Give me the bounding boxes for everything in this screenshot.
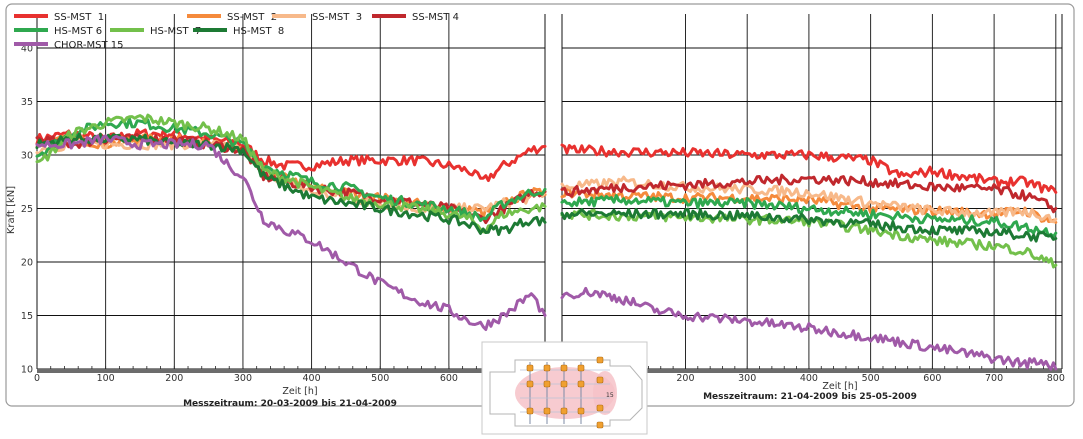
right-caption: Messzeitraum: 21-04-2009 bis 25-05-2009 (703, 392, 917, 402)
x-tick-label: 0 (34, 373, 40, 384)
legend-label: HS-MST 7 (150, 26, 201, 37)
legend-item: SS-MST 3 (272, 12, 362, 23)
y-tick-label: 35 (21, 97, 33, 108)
x-tick-label: 200 (165, 373, 183, 384)
series-line-chor-mst-15-panel-1 (35, 134, 547, 331)
legend-item: SS-MST 4 (372, 12, 459, 23)
series-line-ss-mst-4-panel-2 (560, 173, 1058, 214)
x-tick-label: 700 (985, 373, 1003, 384)
legend: SS-MST 1 SS-MST 2 SS-MST 3 SS-MST 4 HS-MST 6… (14, 12, 459, 51)
floorplan-sensor-marker (543, 364, 551, 372)
floorplan-sensor-marker (577, 407, 585, 415)
x-tick-label: 100 (97, 373, 115, 384)
x-tick-label: 500 (371, 373, 389, 384)
y-tick-label: 25 (21, 204, 33, 215)
legend-item: CHOR-MST 15 (14, 40, 124, 51)
legend-label: HS-MST 8 (233, 26, 284, 37)
x-tick-label: 400 (303, 373, 321, 384)
legend-item: HS-MST 8 (193, 26, 284, 37)
y-tick-label: 10 (21, 365, 33, 376)
y-tick-label: 20 (21, 258, 33, 269)
legend-label: CHOR-MST 15 (54, 40, 124, 51)
series-line-hs-mst-6-panel-1 (35, 117, 547, 222)
floorplan-sensor-marker (577, 380, 585, 388)
legend-label: SS-MST 2 (227, 12, 277, 23)
left-caption: Messzeitraum: 20-03-2009 bis 21-04-2009 (183, 399, 397, 409)
series-line-chor-mst-15-panel-2 (560, 286, 1058, 371)
x-tick-label: 800 (1047, 373, 1065, 384)
legend-item: HS-MST 6 (14, 26, 102, 37)
floorplan-sensor-marker (596, 356, 604, 364)
x-tick-label: 400 (800, 373, 818, 384)
series-line-hs-mst-6-panel-2 (560, 194, 1058, 239)
floorplan-inset: 15 (481, 341, 648, 435)
series-line-ss-mst-3-panel-2 (560, 175, 1058, 224)
x-axis-bar (562, 369, 1062, 373)
legend-label: SS-MST 1 (54, 12, 104, 23)
left-x-axis-title: Zeit [h] (282, 386, 317, 397)
floorplan-sensor-marker (526, 407, 534, 415)
floorplan-sensor-marker (526, 380, 534, 388)
floorplan-sensor-marker (560, 407, 568, 415)
y-tick-label: 40 (21, 44, 33, 55)
series-line-ss-mst-1-panel-2 (560, 143, 1058, 194)
y-tick-label: 15 (21, 311, 33, 322)
right-x-axis-title: Zeit [h] (822, 381, 857, 392)
x-tick-label: 300 (234, 373, 252, 384)
x-tick-label: 500 (862, 373, 880, 384)
x-tick-label: 600 (923, 373, 941, 384)
series-layer (35, 113, 1058, 371)
floorplan-sensor-marker (560, 364, 568, 372)
floorplan-sensor-marker (596, 404, 604, 412)
floorplan-sensor-marker (560, 380, 568, 388)
floorplan-markers (526, 356, 604, 429)
x-tick-label: 200 (676, 373, 694, 384)
floorplan-sensor-marker (596, 421, 604, 429)
series-line-ss-mst-1-panel-1 (35, 128, 547, 183)
y-axis-title: Kraft [kN] (6, 186, 17, 234)
floorplan-sensor-marker (577, 364, 585, 372)
floorplan-zone-main (515, 367, 615, 419)
legend-label: SS-MST 4 (412, 12, 459, 23)
floorplan-sensor-marker (543, 407, 551, 415)
floorplan-sensor-marker (526, 364, 534, 372)
legend-item: HS-MST 7 (110, 26, 201, 37)
legend-item: SS-MST 1 (14, 12, 104, 23)
legend-label: HS-MST 6 (54, 26, 102, 37)
axis-layer: 0 100 200 300 400 500 600 10 15 20 25 30 35 40 200 300 4… (21, 44, 1065, 385)
legend-label: SS-MST 3 (312, 12, 362, 23)
x-axis-bar (37, 369, 545, 373)
series-line-hs-mst-8-panel-2 (560, 207, 1058, 243)
series-line-hs-mst-8-panel-1 (35, 132, 547, 236)
x-tick-label: 600 (440, 373, 458, 384)
floorplan-sensor-marker (543, 380, 551, 388)
floorplan-label: 15 (606, 392, 614, 399)
series-line-hs-mst-7-panel-1 (35, 113, 547, 234)
x-tick-label: 300 (738, 373, 756, 384)
y-tick-label: 30 (21, 151, 33, 162)
legend-item: SS-MST 2 (187, 12, 277, 23)
floorplan-outline (489, 359, 643, 427)
floorplan-sensor-marker (596, 376, 604, 384)
